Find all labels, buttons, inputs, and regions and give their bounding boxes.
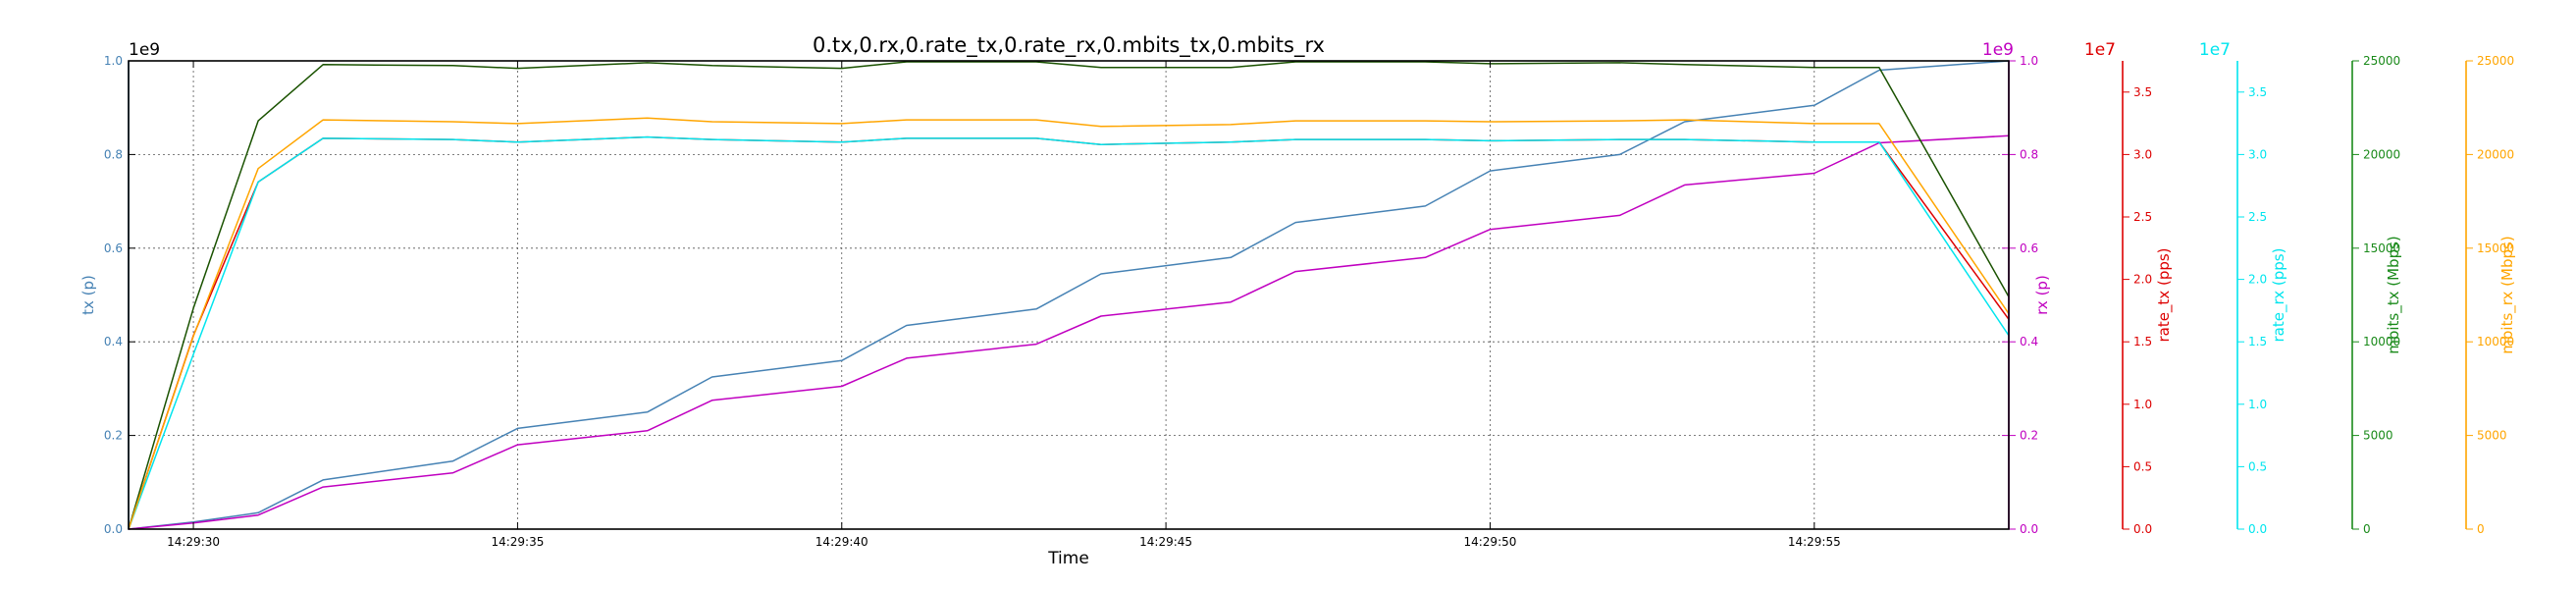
y-tick-label: 15000 <box>2363 241 2400 255</box>
axes-layer: 14:29:30 14:29:35 14:29:40 14:29:45 14:29:50… <box>79 40 2517 549</box>
x-axis-label: Time <box>1047 549 1089 568</box>
y-tick-label: 20000 <box>2363 147 2400 161</box>
y-axis-label-mbits_rx: mbits_rx (Mbps) <box>2498 236 2517 353</box>
y-tick-label: 1.5 <box>2248 335 2267 348</box>
y-axis-mbits_tx: 0 5000 10000 15000 20000 25000 mbits_tx (Mbps) <box>2351 54 2403 536</box>
series-line-rx <box>128 134 2010 530</box>
y-tick-label: 0.2 <box>2020 429 2038 443</box>
y-tick-label: 20000 <box>2477 147 2514 161</box>
y-tick-label: 0 <box>2363 522 2371 536</box>
y-axis-label-rx: rx (p) <box>2033 275 2051 315</box>
y-tick-label: 2.0 <box>2133 273 2152 287</box>
y-tick-label: 0.0 <box>2020 522 2038 536</box>
y-tick-label: 25000 <box>2363 54 2400 68</box>
y-tick-label: 0.5 <box>2248 459 2267 473</box>
y-tick-label: 2.0 <box>2248 273 2267 287</box>
x-tick-label: 14:29:30 <box>167 535 220 549</box>
y-tick-label: 3.5 <box>2248 85 2267 99</box>
y-tick-label: 3.0 <box>2248 147 2267 161</box>
y-tick-label: 1.5 <box>2133 335 2152 348</box>
y-tick-label: 5000 <box>2477 429 2507 443</box>
x-tick-label: 14:29:40 <box>815 535 868 549</box>
y-tick-label: 1.0 <box>2133 398 2152 411</box>
y-axis-rate_tx: 0.0 0.5 1.0 1.5 2.0 2.5 3.0 3.5 rate_tx (pps) 1e7 <box>2084 40 2174 536</box>
y-axis-exponent-tx: 1e9 <box>129 40 160 60</box>
y-axis-exponent-rate_tx: 1e7 <box>2084 40 2116 60</box>
y-tick-label: 3.5 <box>2133 85 2152 99</box>
y-tick-label: 10000 <box>2477 335 2514 348</box>
series-line-rate_tx <box>128 135 2010 530</box>
y-tick-label: 1.0 <box>2248 398 2267 411</box>
x-tick-label: 14:29:55 <box>1788 535 1841 549</box>
y-tick-label: 0.4 <box>104 335 123 348</box>
y-tick-label: 0.4 <box>2020 335 2038 348</box>
y-tick-label: 3.0 <box>2133 147 2152 161</box>
y-tick-label: 0.0 <box>104 522 123 536</box>
y-tick-label: 1.0 <box>104 54 123 68</box>
y-tick-label: 2.5 <box>2248 210 2267 224</box>
y-axis-rx: 0.0 0.2 0.4 0.6 0.8 1.0 rx (p) 1e9 <box>1982 40 2051 536</box>
grid <box>129 60 2009 530</box>
series-line-tx <box>128 60 2010 530</box>
y-axis-label-tx: tx (p) <box>79 275 97 315</box>
y-tick-label: 25000 <box>2477 54 2514 68</box>
plot-frame <box>128 60 2010 530</box>
x-tick-label: 14:29:35 <box>491 535 544 549</box>
y-tick-label: 2.5 <box>2133 210 2152 224</box>
series-layer <box>128 60 2010 530</box>
y-tick-label: 5000 <box>2363 429 2393 443</box>
series-line-mbits_tx <box>128 61 2010 530</box>
y-tick-label: 0.0 <box>2248 522 2267 536</box>
y-tick-label: 0.6 <box>2020 241 2038 255</box>
y-tick-label: 0.8 <box>104 147 123 161</box>
y-axis-mbits_rx: 0 5000 10000 15000 20000 25000 mbits_rx (Mbps) <box>2465 54 2517 536</box>
y-tick-label: 0 <box>2477 522 2485 536</box>
chart-title: 0.tx,0.rx,0.rate_tx,0.rate_rx,0.mbits_tx… <box>813 33 1325 58</box>
y-tick-label: 1.0 <box>2020 54 2038 68</box>
y-axis-label-mbits_tx: mbits_tx (Mbps) <box>2385 236 2403 354</box>
y-tick-label: 0.6 <box>104 241 123 255</box>
series-line-mbits_rx <box>128 117 2010 530</box>
y-tick-label: 10000 <box>2363 335 2400 348</box>
x-tick-label: 14:29:50 <box>1463 535 1516 549</box>
x-tick-label: 14:29:45 <box>1139 535 1192 549</box>
y-axis-rate_rx: 0.0 0.5 1.0 1.5 2.0 2.5 3.0 3.5 rate_rx (pps) 1e7 <box>2199 40 2288 536</box>
y-axis-exponent-rx: 1e9 <box>1982 40 2014 60</box>
series-line-rate_rx <box>128 135 2010 530</box>
y-tick-label: 0.5 <box>2133 459 2152 473</box>
y-axis-label-rate_rx: rate_rx (pps) <box>2270 248 2288 343</box>
y-tick-label: 15000 <box>2477 241 2514 255</box>
y-tick-label: 0.0 <box>2133 522 2152 536</box>
y-tick-label: 0.8 <box>2020 147 2038 161</box>
y-axis-exponent-rate_rx: 1e7 <box>2199 40 2231 60</box>
y-tick-label: 0.2 <box>104 429 123 443</box>
y-axis-label-rate_tx: rate_tx (pps) <box>2155 247 2174 342</box>
